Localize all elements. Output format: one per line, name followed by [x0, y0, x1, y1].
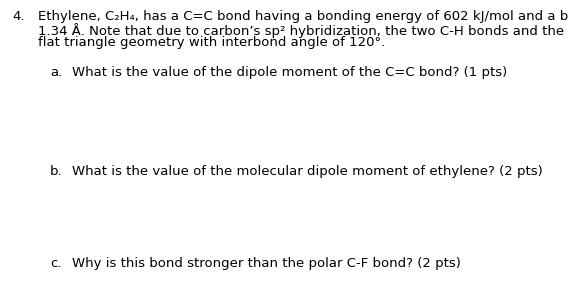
Text: Ethylene, C₂H₄, has a C=C bond having a bonding energy of 602 kJ/mol and a bond : Ethylene, C₂H₄, has a C=C bond having a …	[38, 10, 568, 23]
Text: Why is this bond stronger than the polar C-F bond? (2 pts): Why is this bond stronger than the polar…	[72, 257, 461, 270]
Text: flat triangle geometry with interbond angle of 120°.: flat triangle geometry with interbond an…	[38, 36, 385, 49]
Text: c.: c.	[50, 257, 61, 270]
Text: b.: b.	[50, 165, 62, 178]
Text: What is the value of the molecular dipole moment of ethylene? (2 pts): What is the value of the molecular dipol…	[72, 165, 543, 178]
Text: 4.: 4.	[12, 10, 24, 23]
Text: a.: a.	[50, 66, 62, 79]
Text: What is the value of the dipole moment of the C=C bond? (1 pts): What is the value of the dipole moment o…	[72, 66, 507, 79]
Text: 1.34 Å. Note that due to carbon’s sp² hybridization, the two C-H bonds and the C: 1.34 Å. Note that due to carbon’s sp² hy…	[38, 23, 568, 38]
